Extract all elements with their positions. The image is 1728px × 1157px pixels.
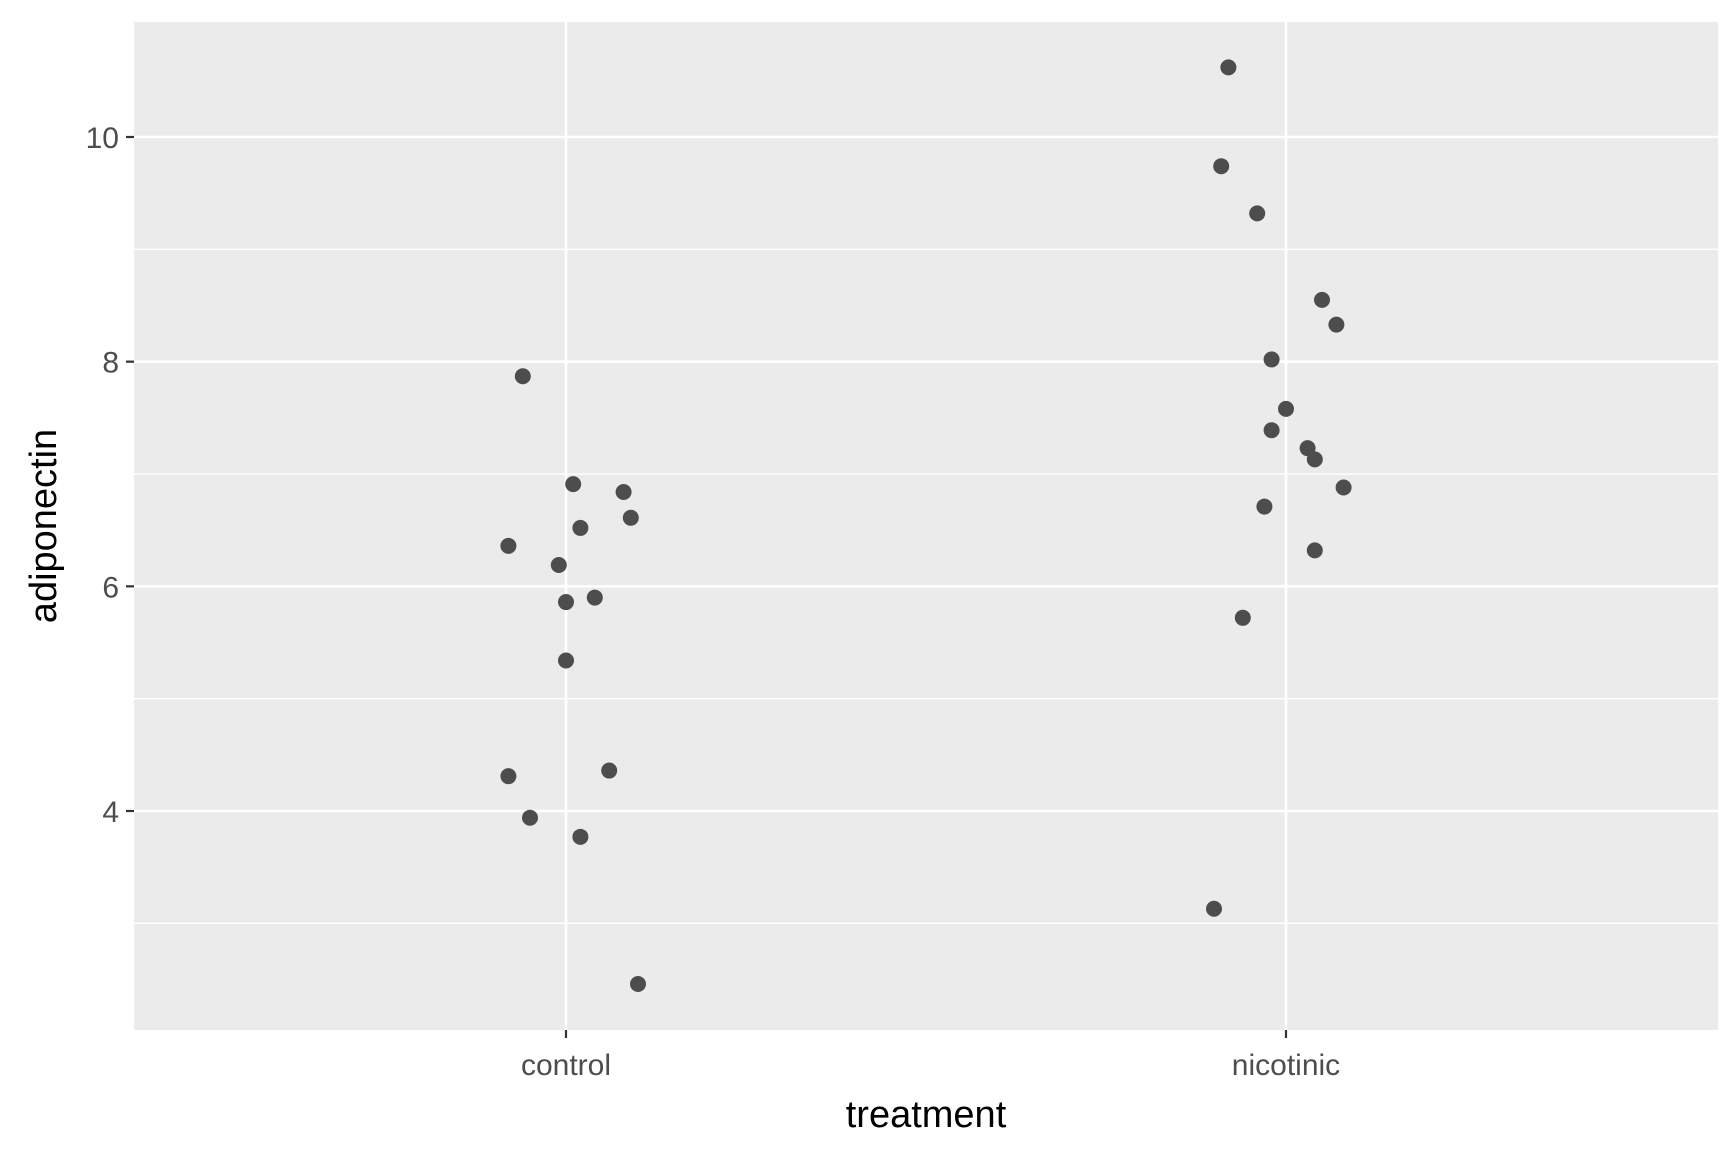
data-point bbox=[615, 483, 632, 500]
data-point bbox=[1263, 351, 1280, 368]
data-point bbox=[558, 594, 574, 611]
data-point bbox=[1256, 498, 1273, 515]
data-point bbox=[522, 809, 538, 826]
data-point bbox=[1328, 316, 1345, 333]
data-point bbox=[1213, 158, 1230, 175]
x-axis-title: treatment bbox=[846, 1094, 1007, 1136]
major-gridlines bbox=[134, 22, 1718, 1030]
data-point bbox=[1206, 900, 1222, 917]
data-point bbox=[1306, 542, 1323, 559]
y-tick-label: 10 bbox=[86, 122, 119, 155]
data-point bbox=[1249, 205, 1266, 222]
data-point bbox=[601, 762, 618, 779]
y-tick-label: 6 bbox=[102, 571, 119, 604]
data-point bbox=[1278, 400, 1294, 417]
data-point bbox=[1314, 291, 1330, 308]
data-point bbox=[572, 519, 589, 536]
y-axis-title: adiponectin bbox=[23, 429, 65, 623]
y-tick-label: 8 bbox=[102, 347, 119, 380]
x-tick-label: control bbox=[521, 1049, 611, 1082]
data-point bbox=[630, 975, 646, 992]
data-point bbox=[1263, 422, 1280, 439]
x-tick-label: nicotinic bbox=[1232, 1049, 1340, 1082]
data-point bbox=[500, 768, 517, 785]
data-point bbox=[1306, 451, 1323, 468]
data-point bbox=[558, 652, 574, 669]
x-axis: control nicotinic bbox=[521, 1030, 1340, 1082]
y-tick-label: 4 bbox=[102, 796, 119, 829]
data-points bbox=[500, 59, 1352, 992]
data-point bbox=[500, 537, 517, 554]
data-point bbox=[550, 556, 567, 573]
data-point bbox=[572, 828, 589, 845]
plot-panel bbox=[134, 22, 1718, 1030]
data-point bbox=[1234, 609, 1251, 626]
data-point bbox=[565, 476, 582, 493]
data-point bbox=[1220, 59, 1237, 76]
data-point bbox=[514, 368, 531, 385]
data-point bbox=[622, 509, 639, 526]
y-axis: 4 6 8 10 bbox=[86, 122, 134, 829]
data-point bbox=[586, 589, 603, 606]
data-point bbox=[1335, 479, 1352, 496]
minor-gridlines bbox=[134, 248, 1718, 924]
